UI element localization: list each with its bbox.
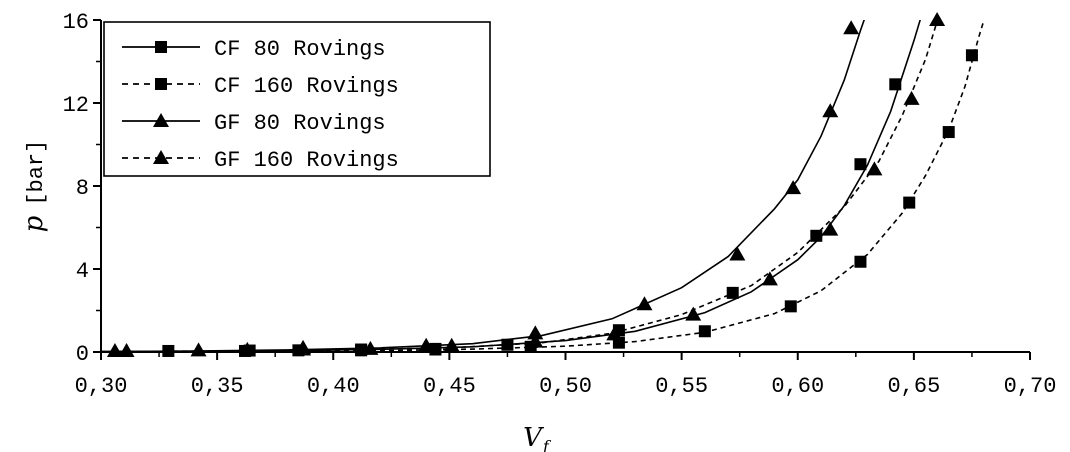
fit-curve-gf-80-rovings <box>101 20 865 352</box>
legend-marker-cf-80-rovings <box>155 41 167 53</box>
data-point-cf-160-rovings <box>903 196 916 209</box>
data-point-cf-160-rovings <box>965 49 978 62</box>
legend-label-gf-160-rovings: GF 160 Rovings <box>214 148 399 173</box>
data-point-cf-80-rovings <box>810 229 823 242</box>
data-point-cf-80-rovings <box>854 158 867 171</box>
data-point-cf-80-rovings <box>726 286 739 299</box>
x-tick-label: 0,45 <box>423 374 476 399</box>
data-point-cf-160-rovings <box>784 300 797 313</box>
x-tick-label: 0,30 <box>75 374 128 399</box>
x-tick-label: 0,55 <box>655 374 708 399</box>
data-point-cf-160-rovings <box>698 325 711 338</box>
y-tick-label: 16 <box>63 10 89 35</box>
y-tick-label: 12 <box>63 93 89 118</box>
data-point-gf-80-rovings <box>843 20 860 35</box>
data-point-gf-80-rovings <box>106 342 123 357</box>
y-tick-label: 4 <box>76 259 89 284</box>
data-point-gf-80-rovings <box>190 342 207 357</box>
data-point-gf-160-rovings <box>866 161 883 176</box>
y-tick-label: 0 <box>76 342 89 367</box>
axes <box>93 19 1031 360</box>
x-tick-label: 0,70 <box>1004 374 1057 399</box>
data-point-gf-160-rovings <box>685 306 702 321</box>
legend-label-cf-160-rovings: CF 160 Rovings <box>214 74 399 99</box>
legend-label-cf-80-rovings: CF 80 Rovings <box>214 37 386 62</box>
x-tick-label: 0,35 <box>191 374 244 399</box>
legend-label-gf-80-rovings: GF 80 Rovings <box>214 111 386 136</box>
data-point-gf-160-rovings <box>443 337 460 352</box>
legend-marker-gf-80-rovings <box>153 113 169 127</box>
tick-labels: 0,30 0,35 0,40 0,45 0,50 0,55 0,60 0,65 0,70 0 4 8 1… <box>63 10 1057 399</box>
data-point-gf-160-rovings <box>929 12 946 26</box>
data-point-gf-80-rovings <box>729 246 746 261</box>
x-tick-label: 0,65 <box>887 374 940 399</box>
data-point-cf-80-rovings <box>162 344 175 357</box>
x-tick-label: 0,60 <box>771 374 824 399</box>
data-point-gf-160-rovings <box>118 342 135 357</box>
fit-curve-gf-160-rovings <box>101 20 939 352</box>
legend-marker-gf-160-rovings <box>153 150 169 164</box>
y-tick-label: 8 <box>76 176 89 201</box>
x-tick-label: 0,50 <box>539 374 592 399</box>
data-point-gf-160-rovings <box>903 90 920 105</box>
x-tick-label: 0,40 <box>307 374 360 399</box>
data-point-cf-80-rovings <box>501 338 514 351</box>
data-point-gf-160-rovings <box>527 333 544 348</box>
data-point-gf-160-rovings <box>606 326 623 341</box>
data-point-gf-80-rovings <box>785 180 802 195</box>
data-point-gf-160-rovings <box>295 339 312 354</box>
legend: CF 80 Rovings CF 160 Rovings GF 80 Rovings… <box>103 21 491 177</box>
data-point-gf-80-rovings <box>418 337 435 352</box>
data-point-gf-80-rovings <box>636 296 653 311</box>
data-point-gf-160-rovings <box>822 221 839 236</box>
data-point-gf-80-rovings <box>822 103 839 118</box>
data-point-cf-160-rovings <box>942 126 955 139</box>
fit-curve-cf-80-rovings <box>101 20 921 352</box>
x-axis-title: Vf <box>523 423 552 452</box>
legend-marker-cf-160-rovings <box>155 78 167 90</box>
data-point-cf-80-rovings <box>889 78 902 91</box>
data-point-gf-160-rovings <box>761 271 778 286</box>
data-point-cf-160-rovings <box>854 255 867 268</box>
data-point-gf-80-rovings <box>527 325 544 340</box>
y-axis-title: p[bar] <box>19 140 49 233</box>
